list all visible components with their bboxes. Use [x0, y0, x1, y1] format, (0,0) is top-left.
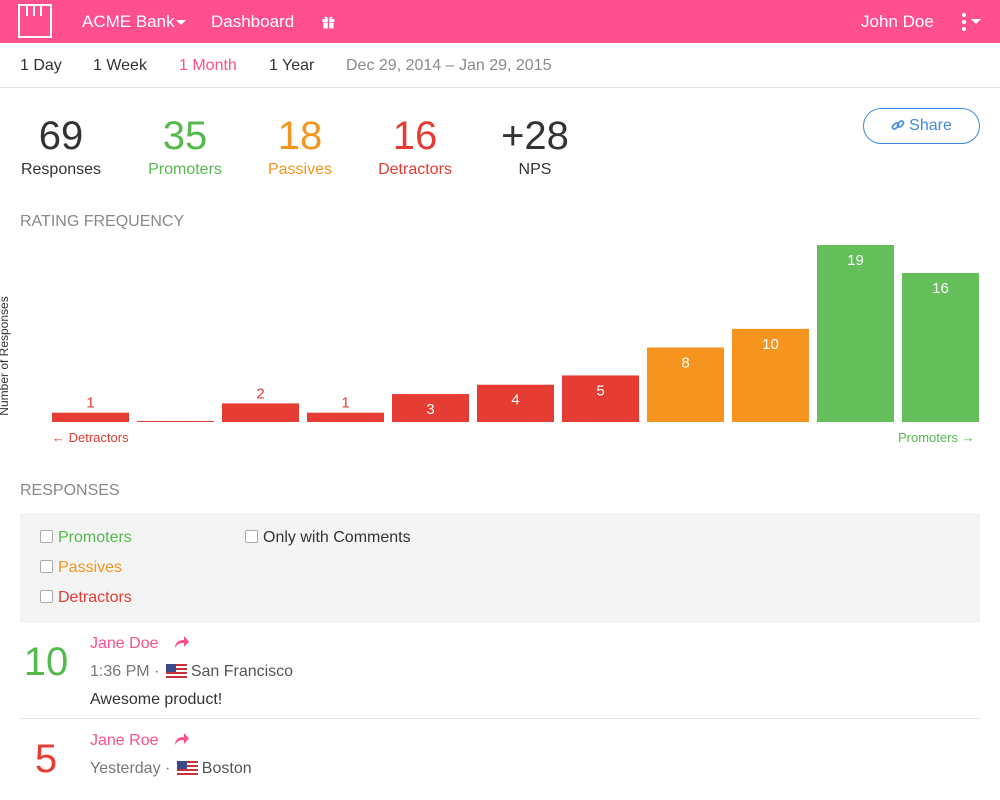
response-meta: 1:36 PM · San Francisco	[90, 663, 293, 681]
filter-promoters-label: Promoters	[58, 529, 132, 546]
nav-dashboard-link[interactable]: Dashboard	[211, 12, 295, 31]
stat-passives-label: Passives	[267, 161, 333, 178]
rating-frequency-title: RATING FREQUENCY	[20, 213, 185, 230]
stat-nps-value: +28	[501, 114, 569, 158]
chart-bar-label-4: 3	[426, 401, 434, 418]
response-name[interactable]: Jane Doe	[90, 635, 159, 652]
brand-label: ACME Bank	[82, 12, 175, 31]
top-navbar: ACME Bank Dashboard John Doe	[0, 0, 1000, 43]
response-meta: Yesterday · Boston	[90, 760, 252, 778]
stat-detractors-value: 16	[392, 114, 438, 158]
share-label: Share	[909, 117, 952, 134]
app-logo-icon[interactable]	[18, 4, 52, 38]
chart-bar-8	[732, 328, 809, 422]
filter-only-comments-label: Only with Comments	[263, 529, 411, 546]
filter-passives-label: Passives	[58, 559, 123, 576]
chart-bar-10	[902, 272, 979, 422]
stat-responses-value: 69	[38, 114, 84, 158]
response-item: 10 Jane Doe 1:36 PM · San Francisco Awes…	[20, 632, 980, 718]
checkbox-icon	[40, 590, 53, 603]
stat-responses-label: Responses	[20, 161, 102, 178]
forward-icon[interactable]	[174, 635, 190, 649]
period-1-day[interactable]: 1 Day	[20, 57, 62, 74]
period-selector: 1 Day 1 Week 1 Month 1 Year Dec 29, 2014…	[0, 43, 1000, 88]
response-city: Boston	[201, 760, 252, 777]
link-icon	[891, 120, 905, 130]
response-comment: Awesome product!	[90, 691, 223, 708]
chart-bar-1	[137, 421, 214, 422]
chart-bar-7	[647, 347, 724, 422]
response-time: 1:36 PM ·	[90, 663, 160, 680]
stat-nps-label: NPS	[518, 161, 552, 178]
stat-detractors: 16 Detractors	[360, 112, 470, 180]
checkbox-icon	[40, 560, 53, 573]
filter-only-comments-checkbox[interactable]: Only with Comments	[245, 528, 411, 548]
chart-bar-label-6: 5	[596, 382, 604, 399]
response-city: San Francisco	[190, 663, 294, 680]
chart-bar-label-8: 10	[762, 336, 779, 353]
filter-promoters-checkbox[interactable]: Promoters	[40, 528, 132, 548]
more-menu-icon[interactable]	[960, 13, 982, 31]
gift-icon[interactable]	[321, 14, 336, 29]
chart-bar-label-0: 1	[86, 395, 94, 412]
chart-bar-label-2: 2	[256, 385, 264, 402]
chart-bar-0	[52, 412, 129, 422]
chart-bar-2	[222, 403, 299, 422]
brand-dropdown[interactable]: ACME Bank	[82, 0, 186, 43]
date-range[interactable]: Dec 29, 2014 – Jan 29, 2015	[346, 57, 552, 74]
stat-promoters-label: Promoters	[148, 161, 222, 178]
chart-bar-6	[562, 375, 639, 422]
chart-bar-9	[817, 245, 894, 422]
forward-icon[interactable]	[174, 732, 190, 746]
response-time: Yesterday ·	[90, 760, 171, 777]
response-score: 10	[23, 640, 69, 684]
chart-bar-label-9: 19	[847, 252, 864, 269]
period-1-week[interactable]: 1 Week	[93, 57, 147, 74]
chart-bar-label-3: 1	[341, 395, 349, 412]
divider	[20, 718, 980, 719]
stat-nps: +28 NPS	[480, 112, 590, 180]
checkbox-icon	[245, 530, 258, 543]
user-name[interactable]: John Doe	[861, 12, 934, 31]
stat-passives: 18 Passives	[245, 112, 355, 180]
response-score: 5	[34, 737, 58, 781]
stat-passives-value: 18	[277, 114, 323, 158]
share-button[interactable]: Share	[863, 108, 980, 144]
chart-bar-label-10: 16	[932, 280, 949, 297]
chart-bar-3	[307, 412, 384, 422]
stat-promoters-value: 35	[162, 114, 208, 158]
us-flag-icon	[165, 664, 187, 678]
filter-passives-checkbox[interactable]: Passives	[40, 558, 122, 578]
response-name[interactable]: Jane Roe	[90, 732, 159, 749]
response-filters: Promoters Passives Detractors Only with …	[20, 513, 980, 623]
responses-title: RESPONSES	[20, 482, 120, 499]
detractors-axis-label: ← Detractors	[52, 430, 129, 445]
filter-detractors-label: Detractors	[58, 589, 132, 606]
period-1-month[interactable]: 1 Month	[179, 57, 237, 74]
rating-frequency-chart: 1 2 1 3 4 5 8 10 19 16	[52, 245, 979, 422]
us-flag-icon	[176, 761, 198, 775]
chart-bar-5	[477, 384, 554, 422]
checkbox-icon	[40, 530, 53, 543]
response-item: 5 Jane Roe Yesterday · Boston	[20, 729, 980, 800]
stat-detractors-label: Detractors	[378, 161, 452, 178]
chart-bar-label-7: 8	[681, 354, 689, 371]
promoters-axis-label: Promoters →	[898, 430, 975, 445]
chevron-down-icon	[175, 20, 186, 26]
period-1-year[interactable]: 1 Year	[269, 57, 315, 74]
stat-responses: 69 Responses	[6, 112, 116, 180]
stat-promoters: 35 Promoters	[130, 112, 240, 180]
chart-bar-4	[392, 394, 469, 422]
chart-bar-label-5: 4	[511, 392, 519, 409]
filter-detractors-checkbox[interactable]: Detractors	[40, 588, 132, 608]
